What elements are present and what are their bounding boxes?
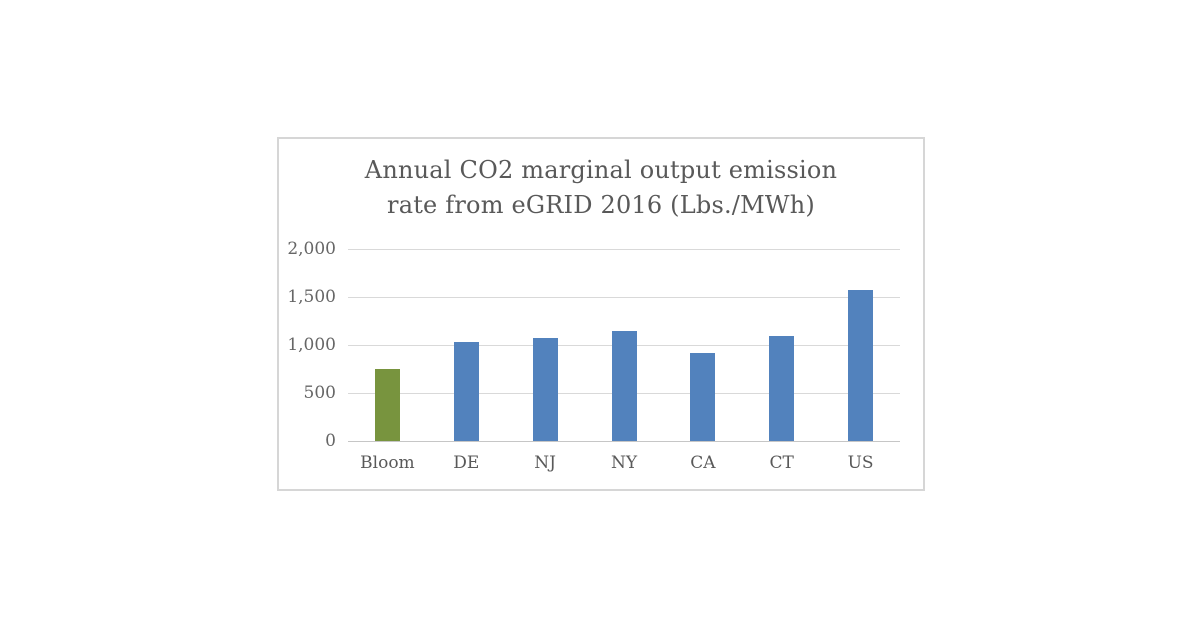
bar-us <box>848 290 874 441</box>
gridline <box>348 249 900 250</box>
y-axis-tick-label: 500 <box>303 383 336 403</box>
bar-ca <box>690 352 716 441</box>
x-axis-label: CA <box>690 453 716 473</box>
bar-ny <box>611 330 637 441</box>
y-axis-tick-label: 1,000 <box>287 335 336 355</box>
x-axis-line <box>348 441 900 442</box>
chart-container: Annual CO2 marginal output emission rate… <box>277 137 925 491</box>
bar-bloom <box>374 369 400 441</box>
x-axis-label: DE <box>453 453 480 473</box>
y-axis-tick-label: 0 <box>325 431 336 451</box>
x-axis-label: NJ <box>534 453 556 473</box>
bar-ct <box>769 336 795 441</box>
chart-title-line-1: Annual CO2 marginal output emission <box>364 156 838 184</box>
x-axis-label: NY <box>610 453 638 473</box>
x-axis-label: US <box>847 453 874 473</box>
gridline <box>348 297 900 298</box>
bar-de <box>453 342 479 441</box>
chart-title-line-2: rate from eGRID 2016 (Lbs./MWh) <box>387 191 815 219</box>
x-axis-label: CT <box>769 453 794 473</box>
y-axis-tick-label: 1,500 <box>287 287 336 307</box>
y-axis-tick-label: 2,000 <box>287 239 336 259</box>
bar-nj <box>532 338 558 441</box>
plot-area <box>348 249 900 442</box>
chart-title: Annual CO2 marginal output emission rate… <box>279 153 923 223</box>
x-axis-label: Bloom <box>360 453 415 473</box>
